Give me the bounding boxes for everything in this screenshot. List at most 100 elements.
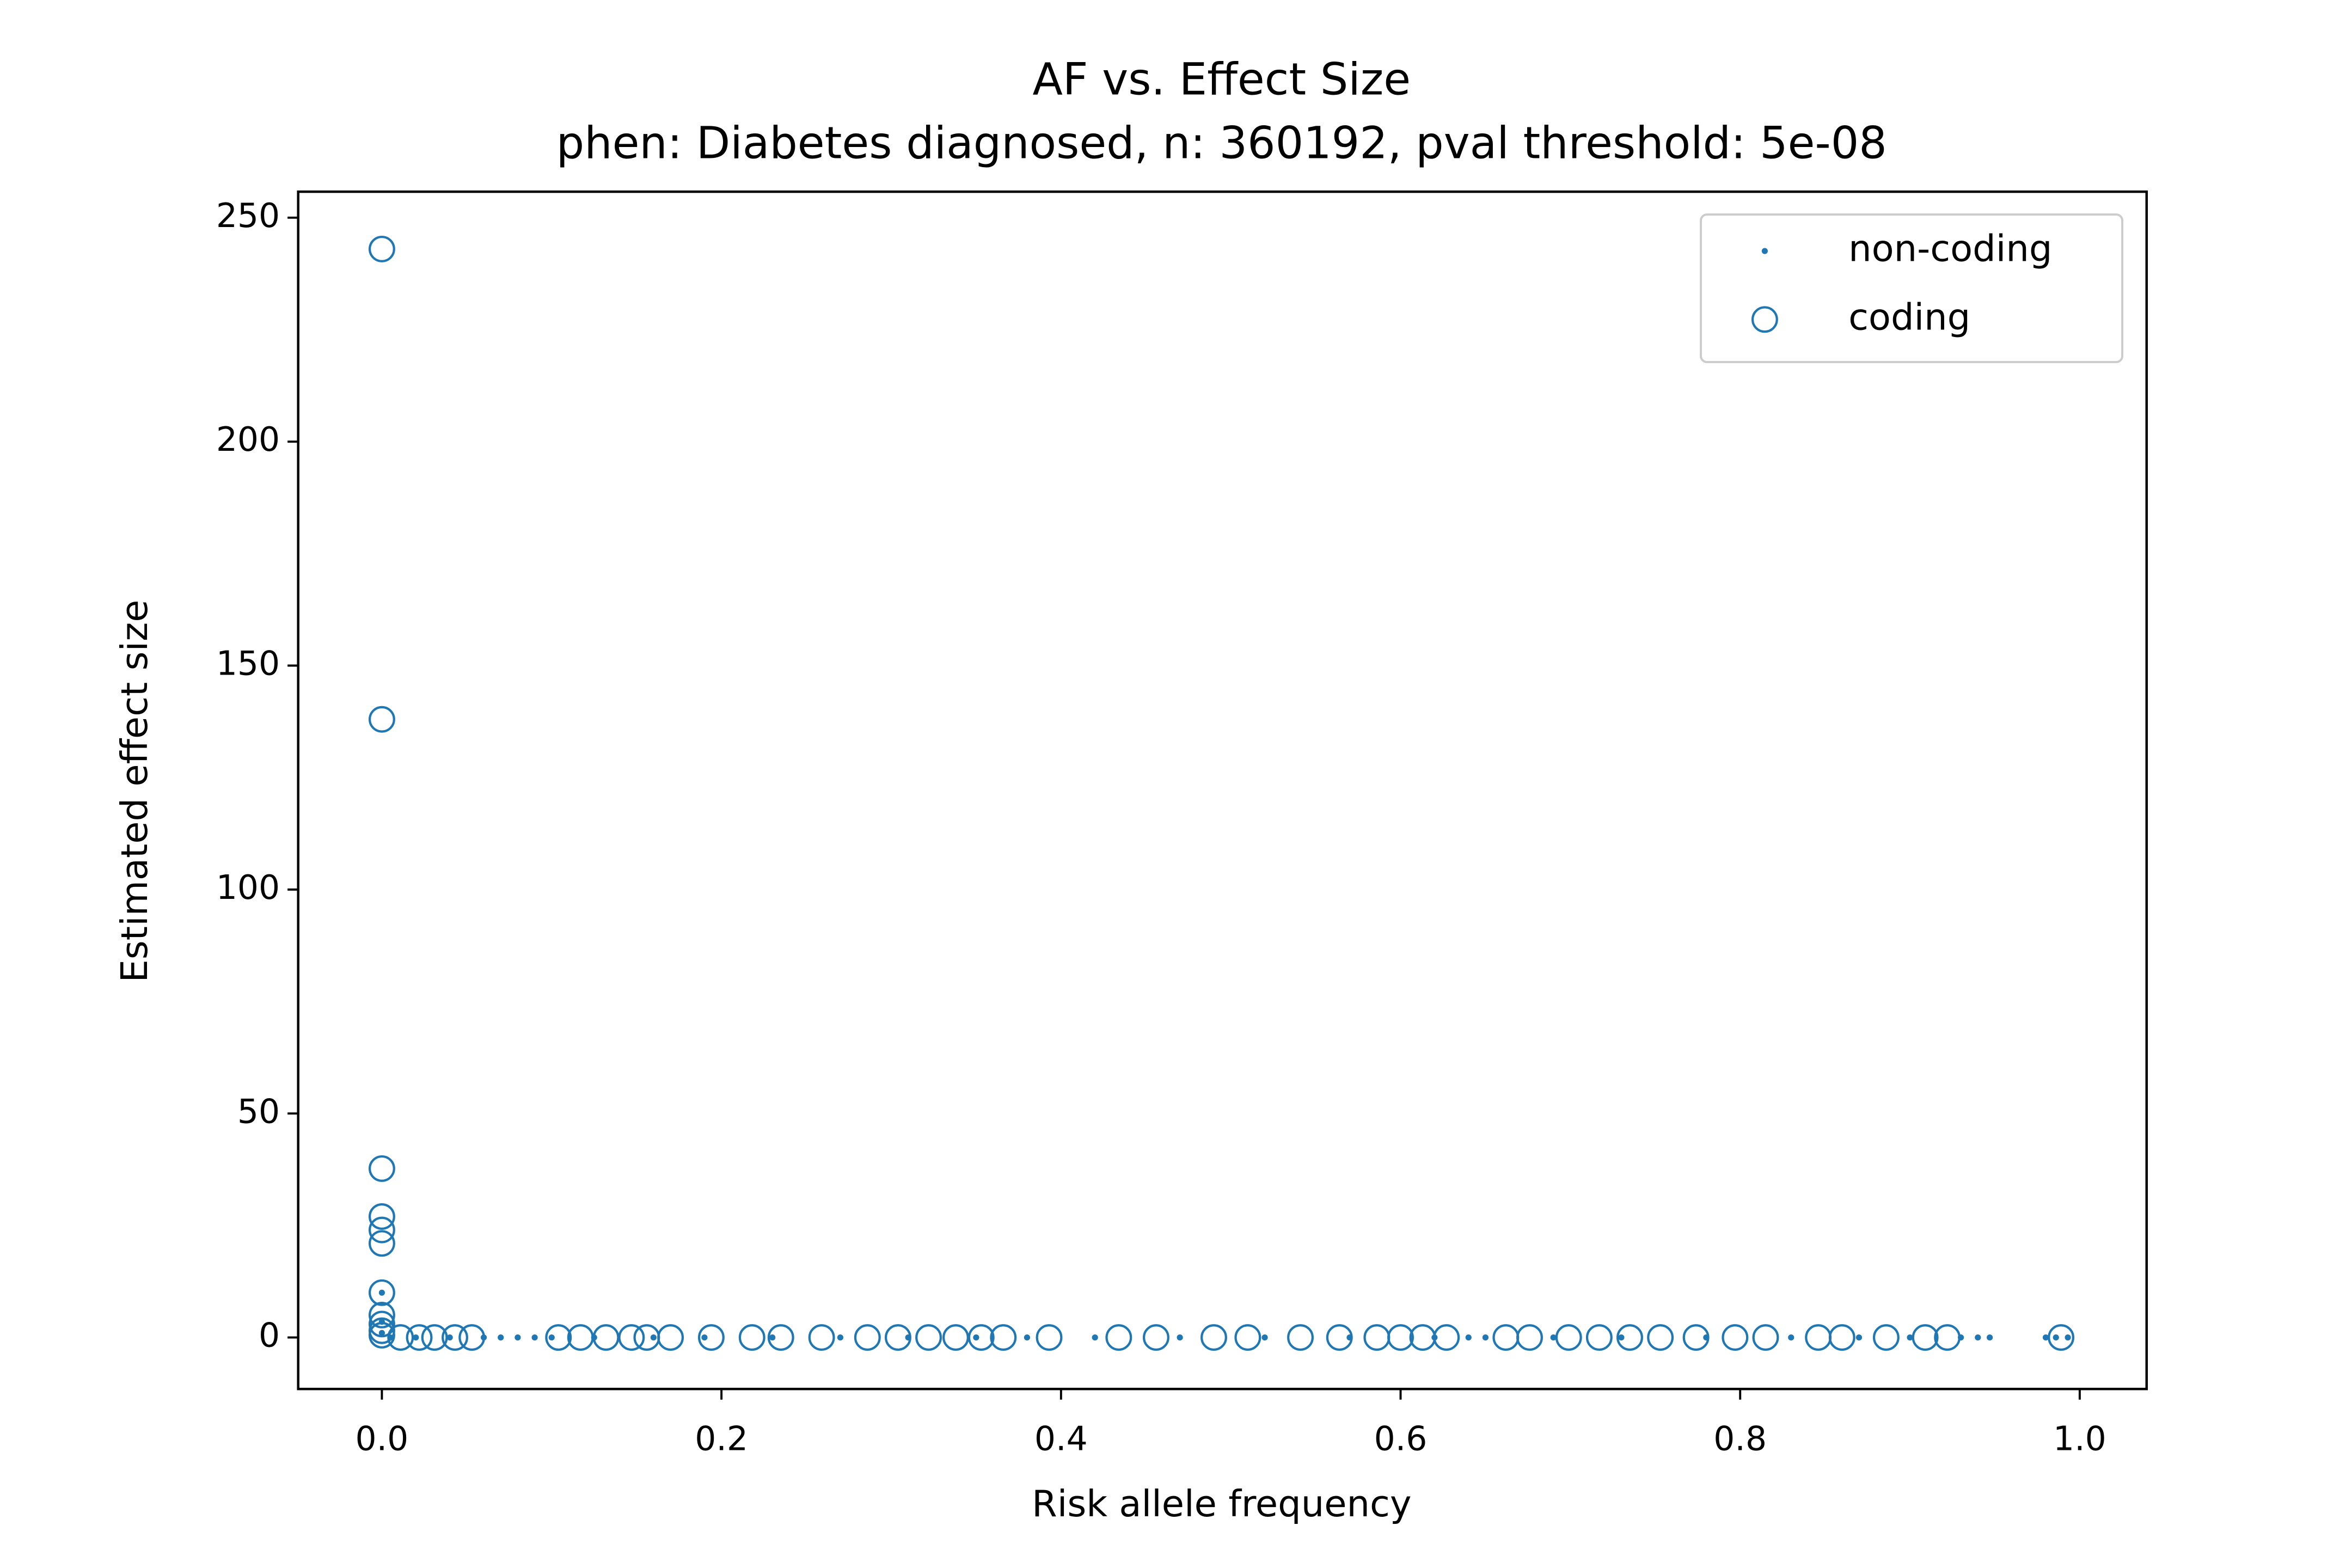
non-coding-point xyxy=(378,1289,385,1296)
coding-point xyxy=(458,1324,486,1351)
non-coding-point xyxy=(837,1334,844,1341)
non-coding-point xyxy=(446,1334,453,1341)
non-coding-point xyxy=(2042,1334,2049,1341)
coding-point xyxy=(697,1324,725,1351)
coding-point xyxy=(368,1322,395,1349)
coding-point xyxy=(738,1324,765,1351)
non-coding-point xyxy=(650,1334,657,1341)
coding-point xyxy=(1287,1324,1314,1351)
coding-point xyxy=(2048,1324,2075,1351)
coding-point xyxy=(854,1324,881,1351)
coding-point xyxy=(1647,1324,1674,1351)
coding-point xyxy=(808,1324,835,1351)
coding-point xyxy=(1872,1324,1900,1351)
coding-point xyxy=(1682,1324,1710,1351)
coding-point xyxy=(1234,1324,1261,1351)
x-tick-label: 0.4 xyxy=(1034,1419,1088,1458)
coding-point xyxy=(1105,1324,1132,1351)
y-tick-label: 100 xyxy=(216,868,280,907)
non-coding-point xyxy=(1987,1334,1993,1341)
coding-point xyxy=(545,1324,572,1351)
non-coding-point xyxy=(498,1334,504,1341)
x-tick-label: 0.6 xyxy=(1374,1419,1428,1458)
coding-point xyxy=(657,1324,684,1351)
non-coding-point xyxy=(2065,1334,2071,1341)
non-coding-point xyxy=(1907,1334,1913,1341)
legend-marker xyxy=(1751,306,1778,333)
coding-point xyxy=(1912,1324,1939,1351)
coding-point xyxy=(368,1301,395,1328)
coding-point xyxy=(387,1324,414,1351)
non-coding-point xyxy=(1177,1334,1183,1341)
non-coding-point xyxy=(1261,1334,1268,1341)
y-tick-label: 250 xyxy=(216,197,280,235)
non-coding-point xyxy=(1618,1334,1625,1341)
chart-title: AF vs. Effect Size xyxy=(1033,54,1411,105)
x-tick-label: 0.0 xyxy=(356,1419,409,1458)
coding-point xyxy=(368,235,395,262)
coding-point xyxy=(1555,1324,1582,1351)
coding-point xyxy=(884,1324,911,1351)
coding-point xyxy=(915,1324,942,1351)
coding-point xyxy=(767,1324,794,1351)
non-coding-point xyxy=(1855,1334,1863,1341)
x-axis-label: Risk allele frequency xyxy=(1032,1483,1411,1525)
non-coding-point xyxy=(1482,1334,1489,1341)
non-coding-point xyxy=(413,1334,419,1341)
legend-marker xyxy=(1761,248,1768,254)
non-coding-point xyxy=(548,1334,555,1341)
non-coding-point xyxy=(769,1334,776,1341)
non-coding-point xyxy=(1465,1334,1472,1341)
coding-point xyxy=(368,706,395,733)
non-coding-point xyxy=(531,1334,538,1341)
y-tick-label: 200 xyxy=(216,420,280,459)
coding-point xyxy=(1200,1324,1227,1351)
y-tick-label: 0 xyxy=(259,1316,280,1355)
plot-frame xyxy=(297,190,2148,1391)
coding-point xyxy=(406,1324,433,1351)
coding-point xyxy=(1585,1324,1613,1351)
non-coding-point xyxy=(1092,1334,1098,1341)
legend-label: coding xyxy=(1848,296,1970,338)
legend-box xyxy=(1700,213,2124,363)
plot-area xyxy=(368,235,2075,1351)
non-coding-point xyxy=(378,1330,385,1336)
non-coding-point xyxy=(973,1334,979,1341)
y-tick-label: 150 xyxy=(216,645,280,683)
non-coding-point xyxy=(2053,1334,2059,1341)
coding-point xyxy=(1387,1324,1414,1351)
coding-point xyxy=(618,1324,645,1351)
coding-point xyxy=(368,1310,395,1338)
coding-point xyxy=(990,1324,1017,1351)
coding-point xyxy=(1433,1324,1460,1351)
legend-label: non-coding xyxy=(1848,228,2052,270)
non-coding-point xyxy=(1788,1334,1794,1341)
coding-point xyxy=(1828,1324,1855,1351)
coding-point xyxy=(368,1216,395,1244)
coding-point xyxy=(368,1155,395,1182)
y-tick-label: 50 xyxy=(237,1092,280,1131)
coding-point xyxy=(368,1230,395,1257)
non-coding-point xyxy=(701,1334,708,1341)
x-tick-label: 1.0 xyxy=(2053,1419,2106,1458)
coding-point xyxy=(1516,1324,1543,1351)
non-coding-point xyxy=(1024,1334,1031,1341)
coding-point xyxy=(368,1203,395,1230)
chart-subtitle: phen: Diabetes diagnosed, n: 360192, pva… xyxy=(556,118,1887,169)
coding-point xyxy=(1722,1324,1749,1351)
non-coding-point xyxy=(1550,1334,1557,1341)
coding-point xyxy=(1036,1324,1063,1351)
coding-point xyxy=(1752,1324,1779,1351)
y-axis-label: Estimated effect size xyxy=(113,599,156,982)
coding-point xyxy=(368,1279,395,1306)
coding-point xyxy=(421,1324,448,1351)
non-coding-point xyxy=(514,1334,521,1341)
legend: non-coding coding xyxy=(1700,213,2124,363)
x-tick-label: 0.8 xyxy=(1713,1419,1767,1458)
coding-point xyxy=(442,1324,468,1351)
non-coding-point xyxy=(1975,1334,1981,1341)
x-tick-label: 0.2 xyxy=(695,1419,748,1458)
coding-point xyxy=(1616,1324,1643,1351)
